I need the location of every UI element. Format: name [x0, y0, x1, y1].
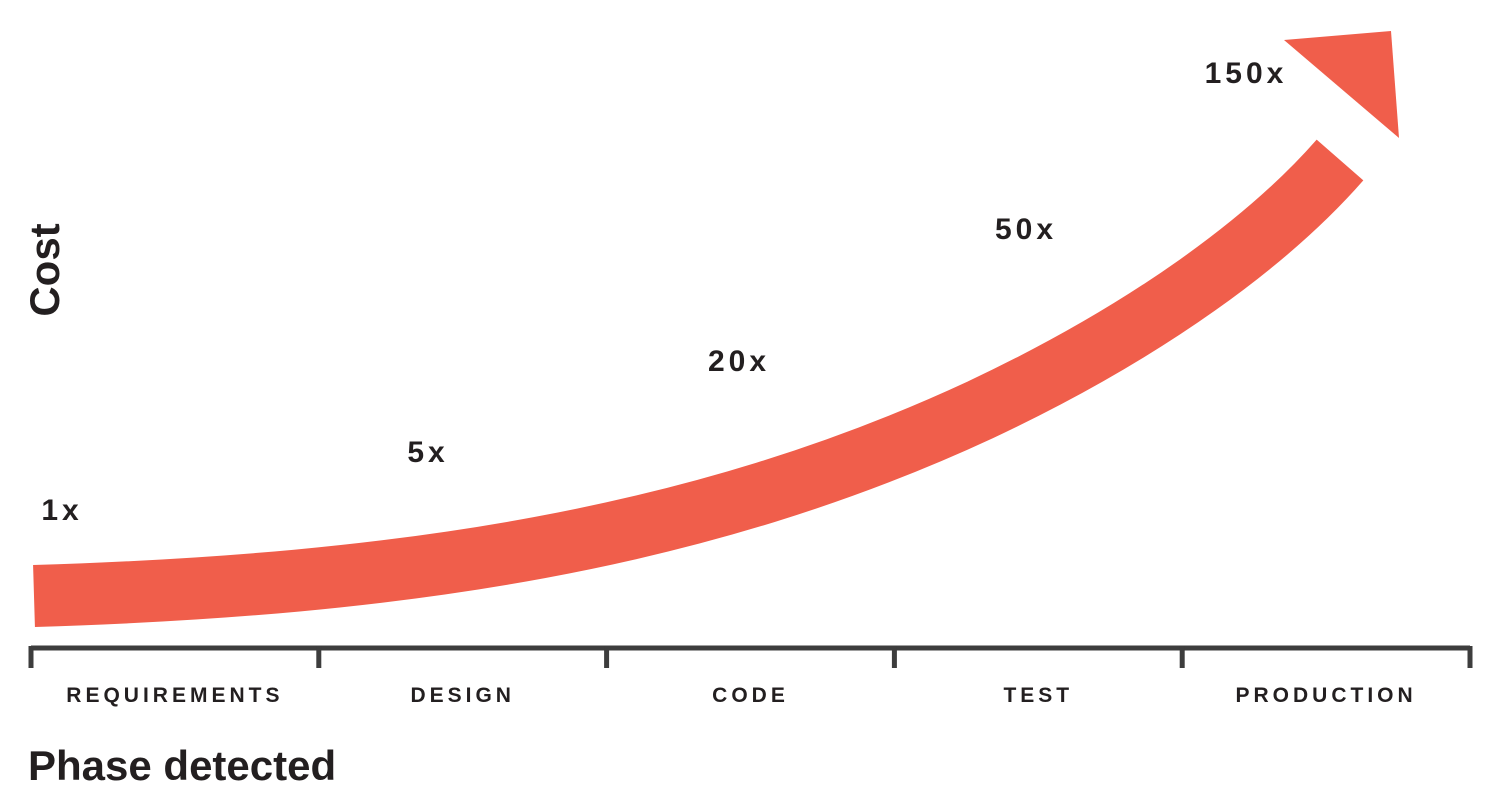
data-label: 1x: [41, 494, 82, 527]
data-label: 150x: [1205, 57, 1288, 90]
cost-arrow-body: [33, 139, 1364, 627]
cost-arrow-layer: [33, 31, 1399, 627]
x-axis: REQUIREMENTS DESIGN CODE TEST PRODUCTION: [28, 645, 1473, 707]
axis-titles: Cost Phase detected: [21, 223, 336, 789]
data-label: 50x: [995, 213, 1057, 246]
x-tick-label: CODE: [712, 684, 789, 707]
data-labels: 1x 5x 20x 50x 150x: [41, 57, 1288, 527]
x-tick-label: DESIGN: [410, 684, 515, 707]
x-axis-title: Phase detected: [28, 742, 336, 789]
x-tick-label: TEST: [1003, 684, 1073, 707]
data-label: 20x: [708, 345, 770, 378]
x-tick-label: REQUIREMENTS: [66, 684, 283, 707]
cost-arrow-head: [1284, 31, 1399, 138]
data-label: 5x: [407, 436, 448, 469]
x-tick-label: PRODUCTION: [1236, 684, 1417, 707]
y-axis-title: Cost: [21, 223, 68, 316]
